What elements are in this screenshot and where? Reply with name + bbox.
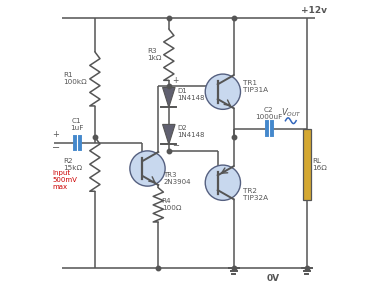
Text: Input
500mV
max: Input 500mV max [52,170,77,190]
Polygon shape [163,88,175,107]
Text: C2
1000uF: C2 1000uF [255,107,282,120]
Text: R4
100Ω: R4 100Ω [162,198,181,211]
Text: +: + [172,76,179,85]
Text: V$_{\mathregular{OUT}}$: V$_{\mathregular{OUT}}$ [281,107,302,119]
Text: −: − [52,143,60,153]
Text: R1
100kΩ: R1 100kΩ [64,72,87,86]
Text: 0V: 0V [267,274,280,283]
FancyBboxPatch shape [303,129,311,200]
Text: R3
1kΩ: R3 1kΩ [147,48,162,61]
Text: TR1
TIP31A: TR1 TIP31A [243,80,268,92]
Text: D1
1N4148: D1 1N4148 [177,88,205,101]
Text: +: + [52,130,59,139]
Circle shape [205,74,240,109]
Circle shape [130,151,165,186]
Text: R2
15kΩ: R2 15kΩ [64,158,83,171]
Text: TR3
2N3904: TR3 2N3904 [163,172,191,185]
Text: TR2
TIP32A: TR2 TIP32A [243,188,268,200]
Polygon shape [163,124,175,144]
Text: D2
1N4148: D2 1N4148 [177,125,205,138]
Text: −: − [172,141,179,150]
Text: C1
1uF: C1 1uF [70,118,83,131]
Circle shape [205,165,240,200]
Text: +12v: +12v [301,6,327,15]
Text: RL
16Ω: RL 16Ω [312,158,327,171]
